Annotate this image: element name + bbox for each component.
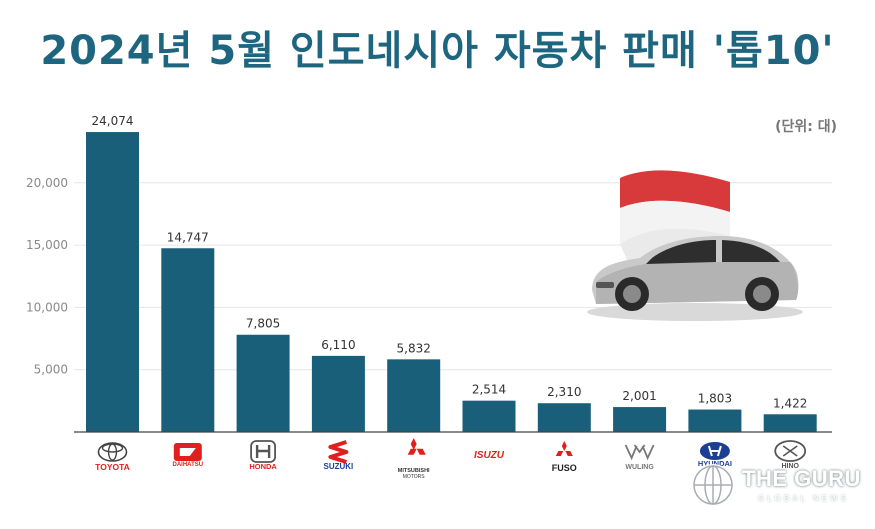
globe-icon	[692, 464, 734, 506]
brand-name: WULING	[625, 464, 654, 471]
bar-isuzu	[462, 400, 516, 432]
logo-suzuki-icon: SUZUKI	[324, 440, 354, 471]
logo-toyota-icon: TOYOTA	[95, 442, 130, 472]
bar-suzuki	[311, 355, 365, 432]
brand-name: HINO	[781, 463, 799, 470]
logo-hyundai-icon: HYUNDAI	[698, 442, 732, 468]
watermark: THE GURU GLOBAL NEWS	[690, 462, 870, 512]
value-label: 2,514	[472, 383, 506, 397]
value-labels: 24,074 14,747 7,805 6,110 5,832 2,514 2,310 2,0…	[92, 114, 808, 410]
y-tick-label: 15,000	[26, 238, 68, 252]
watermark-name: THE GURU	[742, 466, 861, 491]
chart-title: 2024년 5월 인도네시아 자동차 판매 '톱10'	[40, 28, 835, 74]
bar-fuso	[537, 403, 591, 432]
bar-wuling	[613, 407, 667, 432]
bar-daihatsu	[161, 248, 215, 432]
value-label: 5,832	[397, 341, 431, 355]
brand-name: DAIHATSU	[173, 462, 204, 468]
y-tick-label: 10,000	[26, 300, 68, 314]
unit-label: (단위: 대)	[775, 119, 837, 135]
logo-hino-icon: HINO	[774, 440, 807, 470]
watermark-tagline: GLOBAL NEWS	[758, 494, 849, 503]
logo-daihatsu-icon: DAIHATSU	[173, 443, 204, 468]
value-label: 2,001	[622, 389, 656, 403]
value-label: 7,805	[246, 317, 280, 331]
brand-name: TOYOTA	[95, 462, 130, 472]
value-label: 14,747	[167, 230, 209, 244]
bars	[86, 132, 817, 432]
logo-fuso-icon: FUSO	[552, 441, 577, 473]
value-label: 1,422	[773, 396, 807, 410]
bar-honda	[236, 334, 290, 432]
logo-honda-icon: HONDA	[249, 440, 277, 471]
brand-name: MITSUBISHI	[398, 468, 430, 474]
y-axis-ticks: 5,000 10,000 15,000 20,000	[26, 176, 68, 377]
bar-hino	[763, 414, 817, 432]
brand-logos: TOYOTA DAIHATSU HONDA SUZUKI MITSUBISHIMOTOR…	[95, 438, 807, 480]
y-tick-label: 20,000	[26, 176, 68, 190]
bar-mitsubishi-motors	[387, 359, 441, 432]
brand-name: ISUZU	[474, 450, 505, 461]
bar-toyota	[86, 132, 139, 432]
value-label: 24,074	[92, 114, 134, 128]
brand-name: HONDA	[249, 462, 277, 471]
brand-name: FUSO	[552, 463, 577, 473]
logo-wuling-icon: WULING	[624, 444, 655, 471]
brand-name: SUZUKI	[324, 462, 354, 471]
value-label: 6,110	[321, 338, 355, 352]
car-illustration	[587, 236, 803, 321]
logo-isuzu-icon: ISUZU	[474, 450, 505, 461]
brand-name: HYUNDAI	[698, 459, 732, 468]
y-tick-label: 5,000	[34, 363, 68, 377]
bar-hyundai	[688, 409, 742, 432]
value-label: 1,803	[698, 392, 732, 406]
value-label: 2,310	[547, 385, 581, 399]
brand-name-sub: MOTORS	[403, 474, 426, 480]
